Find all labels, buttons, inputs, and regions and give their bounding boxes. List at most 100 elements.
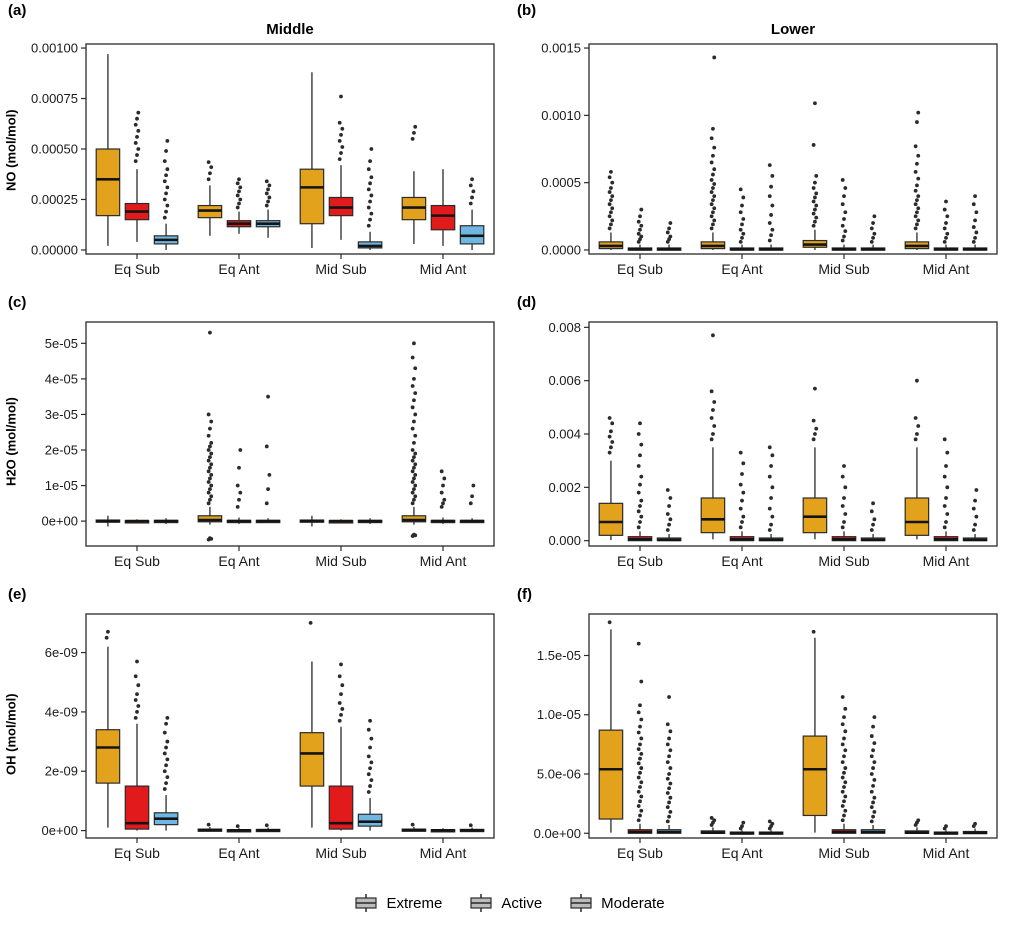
outlier-point: [740, 472, 744, 476]
outlier-point: [942, 226, 947, 231]
box-active-eq-sub: [627, 421, 653, 542]
outlier-point: [711, 186, 715, 190]
outlier-point: [410, 405, 415, 410]
outlier-point: [609, 169, 613, 174]
outlier-point: [470, 494, 474, 499]
outlier-point: [636, 775, 641, 780]
outlier-point: [913, 202, 918, 207]
outlier-point: [607, 450, 612, 455]
outlier-point: [842, 799, 846, 804]
outlier-point: [668, 748, 673, 753]
box-extreme-mid-ant: [904, 378, 930, 540]
outlier-point: [813, 207, 817, 212]
outlier-point: [237, 465, 241, 470]
outlier-point: [133, 674, 138, 679]
outlier-point: [165, 203, 170, 208]
outlier-point: [942, 239, 947, 244]
outlier-point: [410, 480, 415, 484]
outlier-point: [412, 497, 416, 502]
outlier-point: [165, 185, 170, 190]
legend-item-extreme: Extreme: [353, 893, 442, 913]
outlier-point: [942, 474, 947, 479]
outlier-point: [340, 126, 345, 131]
outlier-point: [162, 179, 167, 184]
box-active-mid-ant: [430, 828, 456, 833]
plot-area: [85, 613, 495, 839]
box-moderate-eq-ant: [255, 179, 281, 238]
outlier-point: [135, 153, 139, 157]
plot-area: [588, 43, 998, 255]
outlier-point: [209, 494, 214, 499]
outlier-point: [206, 433, 211, 438]
panel-b: (b) Lower 0.0000 0.0005 0.0010 0.0015 Eq Sub E…: [509, 0, 1018, 292]
outlier-point: [267, 472, 272, 477]
outlier-point: [164, 209, 168, 214]
panel-letter-a: (a): [8, 2, 27, 19]
outlier-point: [208, 465, 212, 470]
outlier-point: [712, 194, 717, 199]
outlier-point: [607, 214, 612, 219]
box-moderate-eq-ant: [255, 823, 281, 833]
outlier-point: [842, 496, 846, 500]
outlier-point: [842, 234, 846, 239]
x-tick-label: Eq Sub: [617, 261, 663, 277]
outlier-point: [639, 223, 644, 228]
outlier-point: [639, 498, 644, 503]
box-moderate-mid-ant: [962, 821, 988, 835]
outlier-point: [944, 496, 948, 500]
outlier-point: [667, 522, 671, 527]
outlier-point: [410, 137, 415, 141]
outlier-point: [741, 820, 746, 825]
x-tick-label: Mid Ant: [420, 845, 467, 861]
outlier-point: [770, 821, 775, 826]
box-active-eq-ant: [226, 824, 252, 833]
outlier-point: [709, 226, 714, 231]
outlier-point: [639, 717, 644, 722]
outlier-point: [208, 444, 212, 449]
outlier-point: [162, 159, 167, 164]
y-tick-label: 0.00075: [31, 91, 78, 106]
outlier-point: [412, 398, 416, 403]
outlier-point: [264, 203, 269, 208]
x-tick-label: Mid Ant: [420, 261, 467, 277]
outlier-point: [740, 203, 744, 208]
outlier-point: [636, 490, 641, 495]
outlier-point: [871, 748, 875, 753]
outlier-point: [164, 781, 168, 786]
box-extreme-eq-sub: [598, 620, 624, 833]
outlier-point: [974, 230, 979, 235]
outlier-point: [872, 517, 877, 522]
outlier-point: [738, 210, 743, 215]
box-moderate-mid-sub: [357, 718, 383, 831]
outlier-point: [843, 748, 848, 753]
outlier-point: [162, 769, 167, 774]
y-tick-label: 0.0005: [541, 175, 581, 190]
outlier-point: [164, 191, 168, 196]
boxplot-key-icon: [355, 894, 378, 912]
x-tick-label: Mid Ant: [923, 845, 970, 861]
outlier-point: [840, 775, 845, 780]
outlier-point: [410, 822, 415, 827]
outlier-point: [610, 206, 615, 211]
outlier-point: [209, 451, 214, 456]
box-extreme-mid-ant: [401, 822, 427, 832]
outlier-point: [209, 165, 214, 170]
outlier-point: [610, 421, 615, 426]
outlier-point: [369, 147, 374, 151]
outlier-point: [741, 461, 746, 466]
panel-title: Lower: [771, 21, 815, 38]
outlier-point: [135, 116, 139, 121]
outlier-point: [872, 795, 877, 800]
outlier-point: [711, 408, 715, 412]
outlier-point: [165, 167, 170, 172]
outlier-point: [915, 432, 919, 436]
outlier-point: [916, 206, 921, 211]
outlier-point: [843, 706, 848, 711]
outlier-point: [667, 786, 671, 791]
outlier-point: [869, 772, 874, 776]
outlier-point: [767, 238, 772, 243]
box-extreme-mid-sub: [802, 386, 828, 540]
outlier-point: [162, 751, 167, 756]
outlier-point: [208, 171, 212, 176]
outlier-point: [237, 497, 241, 502]
